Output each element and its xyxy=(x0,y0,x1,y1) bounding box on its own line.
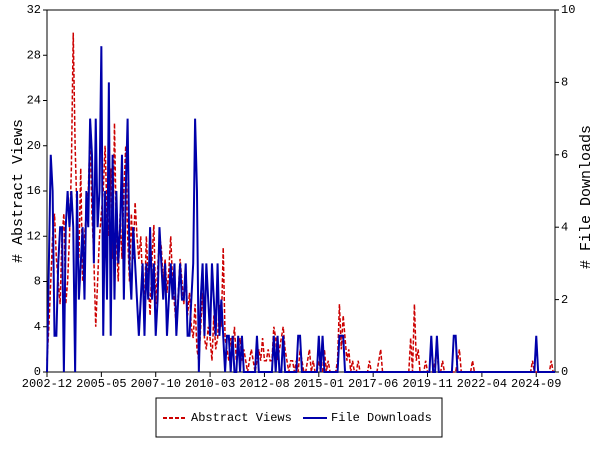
y-tick-label: 4 xyxy=(34,320,41,334)
y2-tick-label: 6 xyxy=(561,148,568,162)
x-tick-label: 2007-10 xyxy=(131,377,181,391)
y2-axis-label: # File Downloads xyxy=(578,125,595,269)
x-tick-label: 2012-08 xyxy=(239,377,289,391)
y-tick-label: 0 xyxy=(34,365,41,379)
x-tick-label: 2005-05 xyxy=(76,377,126,391)
x-tick-label: 2017-06 xyxy=(348,377,398,391)
y-tick-label: 8 xyxy=(34,275,41,289)
y-tick-label: 28 xyxy=(27,48,41,62)
series-line xyxy=(46,46,555,373)
y2-tick-label: 10 xyxy=(561,3,575,17)
y-tick-label: 20 xyxy=(27,139,41,153)
y2-tick-label: 2 xyxy=(561,293,568,307)
x-tick-label: 2002-12 xyxy=(22,377,72,391)
x-tick-label: 2015-01 xyxy=(294,377,344,391)
x-tick-label: 2010-03 xyxy=(185,377,235,391)
legend-box xyxy=(155,397,443,438)
y2-tick-label: 8 xyxy=(561,76,568,90)
y-tick-label: 12 xyxy=(27,229,41,243)
y-tick-label: 24 xyxy=(27,94,41,108)
x-tick-label: 2022-04 xyxy=(457,377,507,391)
x-tick-label: 2024-09 xyxy=(511,377,561,391)
x-tick-label: 2019-11 xyxy=(402,377,452,391)
y-axis-label: # Abstract Views xyxy=(10,119,27,263)
legend-label: Abstract Views xyxy=(191,411,292,425)
y2-tick-label: 0 xyxy=(561,365,568,379)
y-tick-label: 16 xyxy=(27,184,41,198)
series-line xyxy=(46,32,555,373)
legend-label: File Downloads xyxy=(331,411,432,425)
y2-tick-label: 4 xyxy=(561,220,568,234)
y-tick-label: 32 xyxy=(27,3,41,17)
